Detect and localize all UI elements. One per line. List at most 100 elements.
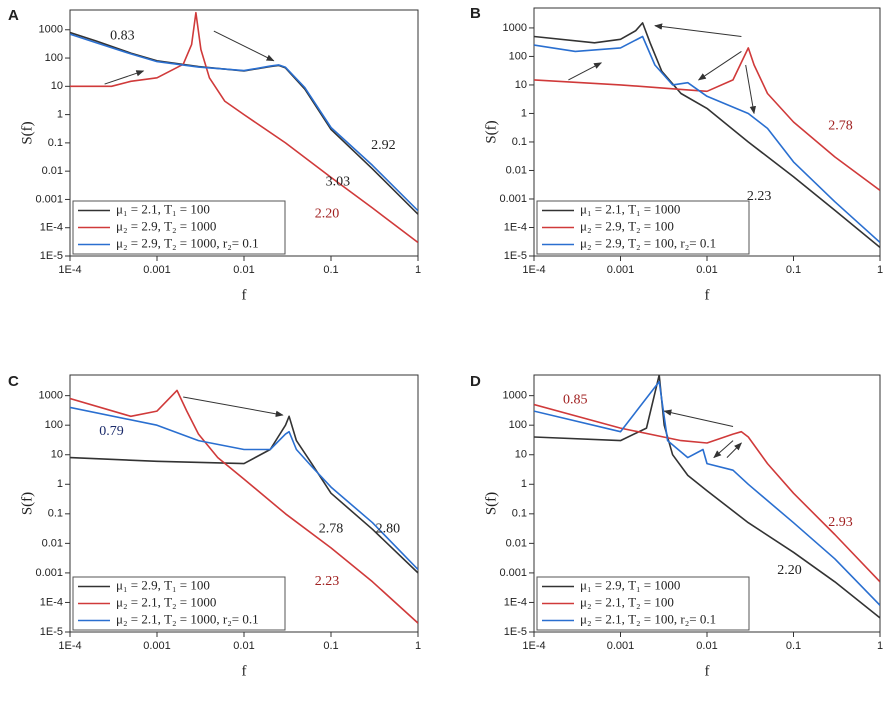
x-tick-label: 0.1 [786,264,801,276]
x-tick-label: 0.001 [607,640,635,652]
y-tick-label: 100 [45,52,63,64]
x-tick-label: 0.001 [143,640,171,652]
annotation: 2.78 [319,521,344,536]
x-tick-label: 1E-4 [58,640,81,652]
annotation: 2.80 [376,521,401,536]
y-tick-label: 100 [45,419,63,431]
panel-label: B [470,5,481,22]
y-tick-label: 1000 [503,22,527,34]
arrow [745,64,756,115]
legend-label: μ₁ = 2.9, T₁ = 1000 [580,577,680,592]
y-tick-label: 1E-5 [504,626,527,638]
legend-label: μ₂ = 2.1, T₂ = 100 [580,594,674,609]
annotation: 2.20 [315,206,340,221]
y-tick-label: 1 [57,478,63,490]
y-tick-label: 100 [509,419,527,431]
y-tick-label: 1 [521,478,527,490]
x-tick-label: 0.01 [696,264,717,276]
panel: A 1E-4 0.001 0.01 0.1 1 1E-5 1E-4 0.001 0.01 0.1 1 1… [8,7,421,303]
legend-label: μ₂ = 2.9, T₂ = 100 [580,218,674,233]
panel: B 1E-4 0.001 0.01 0.1 1 1E-5 1E-4 0.001 0.01 0.1 1 1… [470,5,883,303]
x-tick-label: 0.001 [143,264,171,276]
series-line [534,380,880,606]
arrow [654,23,742,38]
y-tick-label: 1E-4 [504,221,527,233]
y-axis-label: S(f) [19,121,35,144]
y-tick-label: 1000 [39,390,63,402]
plot-frame [533,7,881,257]
x-tick-label: 0.01 [233,640,254,652]
y-tick-label: 10 [515,449,527,461]
y-tick-label: 0.01 [42,165,63,177]
y-axis-label: S(f) [483,120,499,143]
annotation: 0.79 [99,424,124,439]
x-axis-label: f [242,663,247,679]
plot-frame [69,374,419,633]
annotation: 2.20 [777,563,802,578]
y-tick-label: 1000 [39,24,63,36]
y-tick-label: 0.1 [512,508,527,520]
x-tick-label: 0.1 [323,264,338,276]
y-tick-label: 1000 [503,390,527,402]
x-tick-label: 1 [877,264,883,276]
legend-label: μ₂ = 2.9, T₂ = 1000, r₂= 0.1 [116,235,259,250]
arrow [213,30,275,62]
annotation: 2.93 [828,515,853,530]
x-tick-label: 0.01 [696,640,717,652]
x-tick-label: 1 [415,640,421,652]
arrow [663,409,734,428]
panel-label: D [470,373,481,390]
y-tick-label: 0.01 [42,537,63,549]
annotation: 2.23 [747,189,772,204]
annotation: 0.85 [563,392,588,407]
series-line [534,47,880,192]
y-tick-label: 1E-5 [40,250,63,262]
y-tick-label: 0.001 [35,193,63,205]
arrow [104,70,145,85]
legend-label: μ₂ = 2.1, T₂ = 1000 [116,594,216,609]
legend-label: μ₂ = 2.9, T₂ = 1000 [116,218,216,233]
y-tick-label: 1 [57,109,63,121]
legend-label: μ₂ = 2.9, T₂ = 100, r₂= 0.1 [580,235,716,250]
x-tick-label: 1E-4 [522,264,545,276]
legend-label: μ₁ = 2.1, T₁ = 100 [116,201,210,216]
y-tick-label: 1 [521,107,527,119]
x-tick-label: 0.001 [607,264,635,276]
y-tick-label: 1E-4 [40,596,63,608]
series-line [534,375,880,619]
series-line [534,403,880,583]
y-tick-label: 0.001 [499,193,527,205]
plot-frame [533,374,881,633]
y-tick-label: 10 [51,449,63,461]
y-tick-label: 0.01 [506,537,527,549]
x-tick-label: 0.1 [323,640,338,652]
y-tick-label: 0.001 [499,567,527,579]
panel: D 1E-4 0.001 0.01 0.1 1 1E-5 1E-4 0.001 0.01 0.1 1 1… [470,373,883,679]
legend-label: μ₁ = 2.9, T₁ = 100 [116,577,210,592]
plot-frame [69,9,419,257]
arrow [183,396,284,417]
annotation: 2.78 [828,119,853,134]
arrow [713,440,734,459]
legend-label: μ₁ = 2.1, T₁ = 1000 [580,201,680,216]
y-axis-label: S(f) [19,492,35,515]
series-line [70,415,418,574]
arrow [697,50,742,81]
y-tick-label: 100 [509,50,527,62]
x-tick-label: 1E-4 [58,264,81,276]
y-tick-label: 1E-4 [40,222,63,234]
arrow [568,62,603,81]
panel: C 1E-4 0.001 0.01 0.1 1 1E-5 1E-4 0.001 0.01 0.1 1 1… [8,373,421,679]
y-tick-label: 0.1 [48,137,63,149]
x-axis-label: f [705,663,710,679]
x-tick-label: 1 [877,640,883,652]
series-line [534,22,880,249]
y-tick-label: 1E-4 [504,596,527,608]
series-line [70,33,418,212]
y-tick-label: 10 [51,80,63,92]
annotation: 0.83 [110,28,135,43]
y-tick-label: 10 [515,79,527,91]
x-axis-label: f [242,287,247,303]
y-tick-label: 1E-5 [40,626,63,638]
panel-label: A [8,7,19,24]
